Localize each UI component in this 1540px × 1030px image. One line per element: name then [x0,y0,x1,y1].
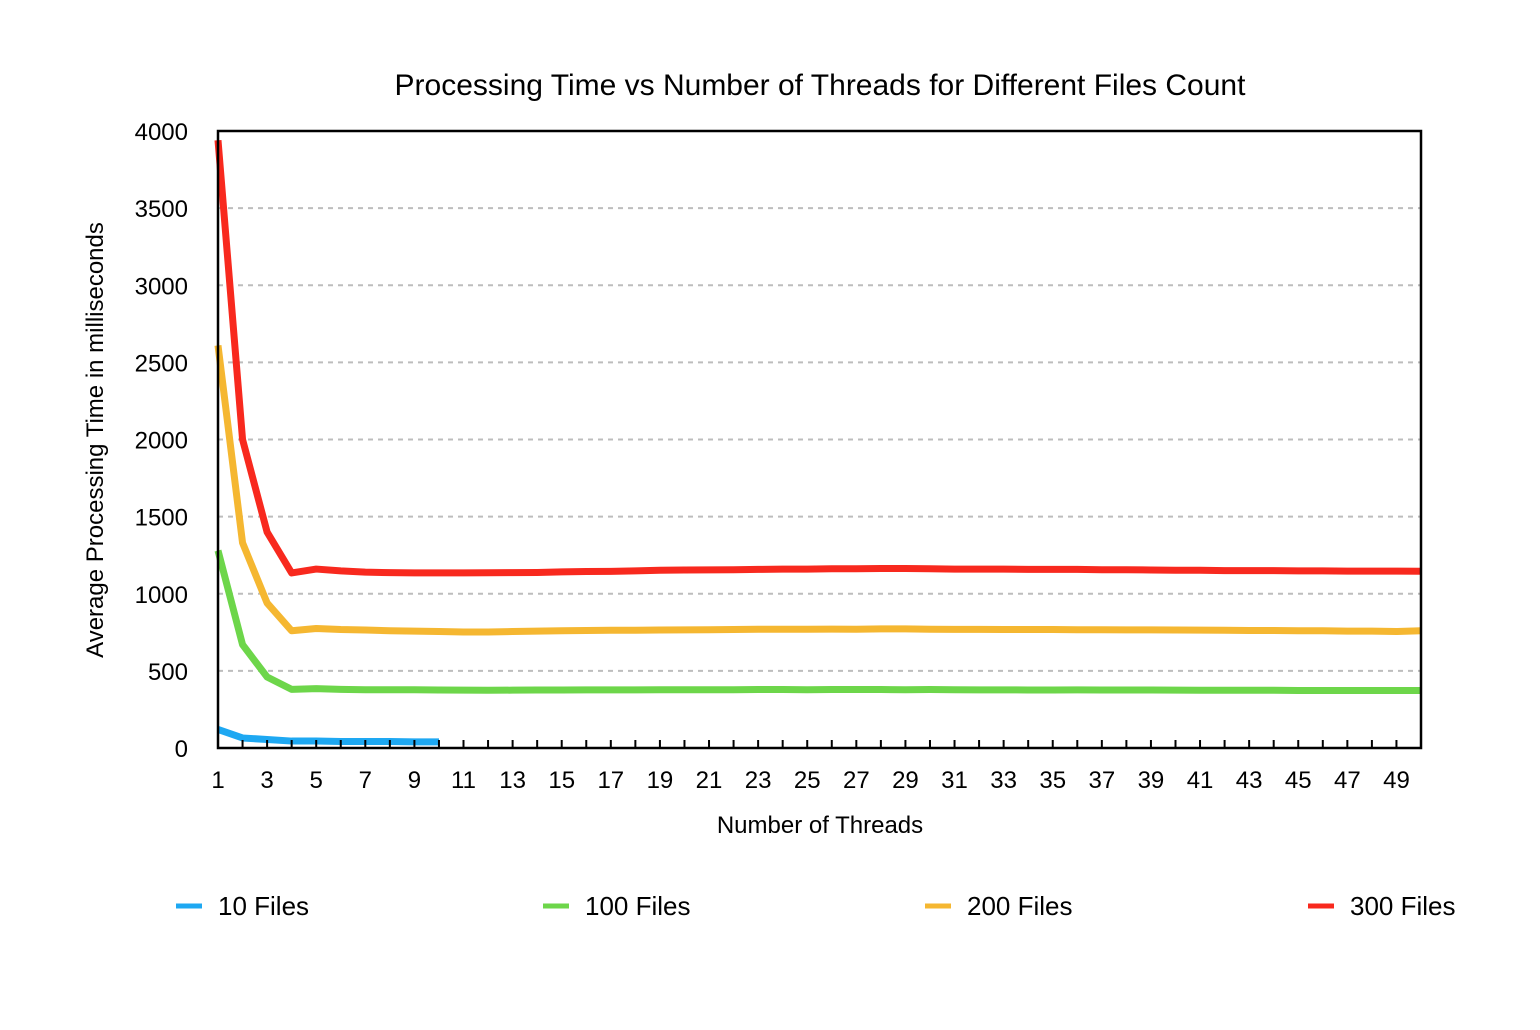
y-tick-label: 500 [148,659,188,686]
plot-area-frame [216,129,1423,750]
x-tick-label: 3 [260,767,273,794]
legend-label-200-files: 200 Files [967,891,1073,921]
gridlines [218,207,1421,672]
y-tick-label: 3000 [135,273,188,300]
legend: 10 Files 100 Files 200 Files 300 Files [176,891,1456,921]
x-tick-label: 13 [499,767,526,794]
y-tick-label: 1500 [135,505,188,532]
series-line-300-files [214,139,1422,577]
x-tick-label: 31 [941,767,968,794]
series-line-200-files [214,344,1422,636]
x-tick-label: 11 [451,767,476,794]
y-tick-label: 2500 [135,350,188,377]
legend-label-10-files: 10 Files [218,891,309,921]
chart-title: Processing Time vs Number of Threads for… [395,69,1247,102]
y-tick-label: 3500 [135,196,188,223]
y-tick-label: 0 [175,736,188,763]
x-tick-label: 37 [1088,767,1115,794]
y-tick-label: 4000 [135,119,188,146]
x-tick-label: 27 [843,767,870,794]
x-tick-label: 5 [310,767,323,794]
x-tick-label: 17 [597,767,624,794]
x-tick-label: 9 [408,767,421,794]
x-tick-label: 7 [359,767,372,794]
x-tick-label: 25 [794,767,821,794]
legend-label-300-files: 300 Files [1350,891,1456,921]
x-tick-label: 33 [990,767,1017,794]
y-axis-label: Average Processing Time in milliseconds [82,222,109,658]
y-axis-ticks: 0 500 1000 1500 2000 2500 3000 3500 4000 [135,119,188,763]
series-line-100-files [214,549,1421,694]
x-tick-label: 21 [696,767,723,794]
y-tick-label: 1000 [135,582,188,609]
x-axis-ticks: 1 3 5 7 9 11 13 15 17 19 21 23 25 27 29 31 33 35 37 39 41 43 4… [211,740,1422,794]
legend-label-100-files: 100 Files [585,891,691,921]
x-tick-label: 15 [548,767,575,794]
x-tick-label: 47 [1334,767,1361,794]
x-tick-label: 35 [1039,767,1066,794]
x-tick-label: 23 [745,767,772,794]
x-tick-label: 1 [211,767,224,794]
x-tick-label: 49 [1383,767,1410,794]
y-tick-label: 2000 [135,428,188,455]
x-tick-label: 19 [647,767,674,794]
series-line-10-files [216,726,439,746]
x-tick-label: 39 [1138,767,1165,794]
series-lines [214,139,1422,746]
x-tick-label: 41 [1187,767,1214,794]
x-tick-label: 29 [892,767,919,794]
x-axis-label: Number of Threads [717,812,923,839]
x-tick-label: 43 [1236,767,1263,794]
x-tick-label: 45 [1285,767,1312,794]
